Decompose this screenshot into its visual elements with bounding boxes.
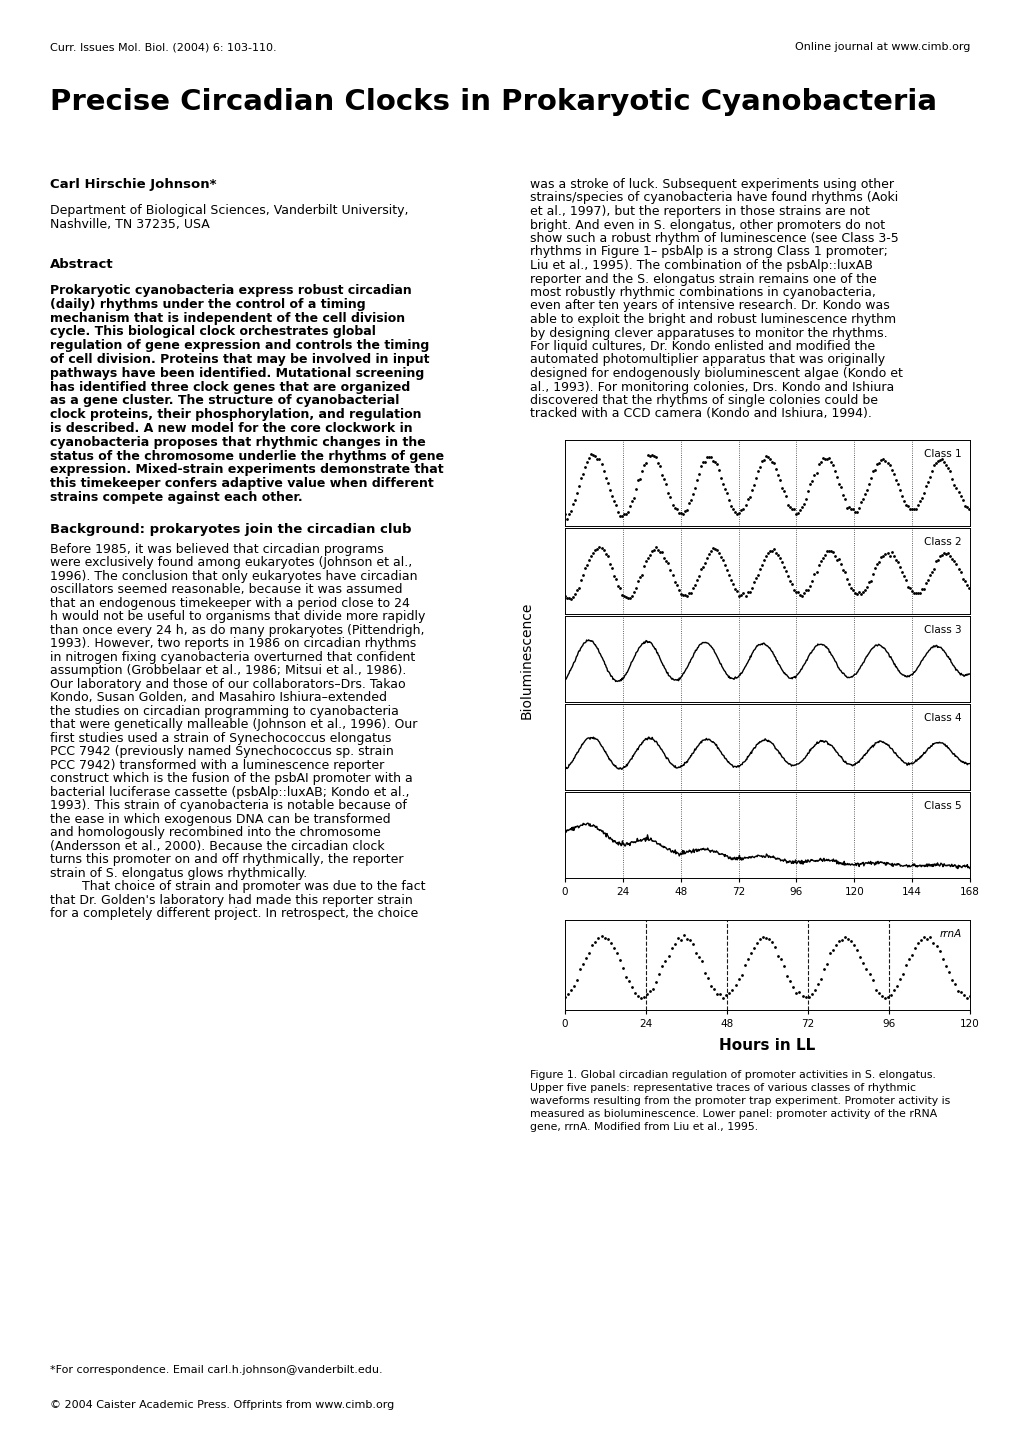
Text: bacterial luciferase cassette (psbAlp::luxAB; Kondo et al.,: bacterial luciferase cassette (psbAlp::l…	[50, 786, 409, 799]
Text: most robustly rhythmic combinations in cyanobacteria,: most robustly rhythmic combinations in c…	[530, 286, 875, 299]
Text: That choice of strain and promoter was due to the fact: That choice of strain and promoter was d…	[50, 880, 425, 893]
Text: Department of Biological Sciences, Vanderbilt University,: Department of Biological Sciences, Vande…	[50, 203, 408, 216]
Text: Figure 1. Global circadian regulation of promoter activities in S. elongatus.: Figure 1. Global circadian regulation of…	[530, 1071, 935, 1079]
Text: measured as bioluminescence. Lower panel: promoter activity of the rRNA: measured as bioluminescence. Lower panel…	[530, 1110, 936, 1118]
Text: regulation of gene expression and controls the timing: regulation of gene expression and contro…	[50, 339, 429, 352]
Text: is described. A new model for the core clockwork in: is described. A new model for the core c…	[50, 421, 413, 434]
Text: were exclusively found among eukaryotes (Johnson et al.,: were exclusively found among eukaryotes …	[50, 557, 412, 570]
Text: mechanism that is independent of the cell division: mechanism that is independent of the cel…	[50, 312, 405, 325]
Text: strains compete against each other.: strains compete against each other.	[50, 491, 303, 504]
Text: oscillators seemed reasonable, because it was assumed: oscillators seemed reasonable, because i…	[50, 583, 403, 596]
Text: Online journal at www.cimb.org: Online journal at www.cimb.org	[794, 42, 969, 52]
Text: gene, rrnA. Modified from Liu et al., 1995.: gene, rrnA. Modified from Liu et al., 19…	[530, 1123, 757, 1131]
Text: clock proteins, their phosphorylation, and regulation: clock proteins, their phosphorylation, a…	[50, 408, 421, 421]
Text: tracked with a CCD camera (Kondo and Ishiura, 1994).: tracked with a CCD camera (Kondo and Ish…	[530, 407, 871, 420]
Text: Precise Circadian Clocks in Prokaryotic Cyanobacteria: Precise Circadian Clocks in Prokaryotic …	[50, 88, 936, 115]
Text: has identified three clock genes that are organized: has identified three clock genes that ar…	[50, 381, 410, 394]
Text: and homologously recombined into the chromosome: and homologously recombined into the chr…	[50, 827, 380, 840]
Text: Class 2: Class 2	[923, 537, 961, 547]
Text: © 2004 Caister Academic Press. Offprints from www.cimb.org: © 2004 Caister Academic Press. Offprints…	[50, 1400, 394, 1410]
Text: 1993). This strain of cyanobacteria is notable because of: 1993). This strain of cyanobacteria is n…	[50, 799, 407, 812]
Text: Upper five panels: representative traces of various classes of rhythmic: Upper five panels: representative traces…	[530, 1084, 915, 1092]
Text: PCC 7942 (previously named Synechococcus sp. strain: PCC 7942 (previously named Synechococcus…	[50, 745, 393, 759]
Text: even after ten years of intensive research. Dr. Kondo was: even after ten years of intensive resear…	[530, 300, 889, 313]
Text: turns this promoter on and off rhythmically, the reporter: turns this promoter on and off rhythmica…	[50, 853, 404, 866]
Text: rrnA: rrnA	[938, 929, 961, 939]
Text: for a completely different project. In retrospect, the choice: for a completely different project. In r…	[50, 908, 418, 921]
Text: Hours in LL: Hours in LL	[718, 1038, 815, 1053]
Text: strain of S. elongatus glows rhythmically.: strain of S. elongatus glows rhythmicall…	[50, 867, 307, 880]
Text: Prokaryotic cyanobacteria express robust circadian: Prokaryotic cyanobacteria express robust…	[50, 284, 412, 297]
Text: al., 1993). For monitoring colonies, Drs. Kondo and Ishiura: al., 1993). For monitoring colonies, Drs…	[530, 381, 894, 394]
Text: first studies used a strain of Synechococcus elongatus: first studies used a strain of Synechoco…	[50, 732, 391, 745]
Text: the ease in which exogenous DNA can be transformed: the ease in which exogenous DNA can be t…	[50, 812, 390, 825]
Text: this timekeeper confers adaptive value when different: this timekeeper confers adaptive value w…	[50, 478, 433, 491]
Text: automated photomultiplier apparatus that was originally: automated photomultiplier apparatus that…	[530, 354, 884, 367]
Text: Nashville, TN 37235, USA: Nashville, TN 37235, USA	[50, 218, 210, 231]
Text: discovered that the rhythms of single colonies could be: discovered that the rhythms of single co…	[530, 394, 877, 407]
Text: show such a robust rhythm of luminescence (see Class 3-5: show such a robust rhythm of luminescenc…	[530, 232, 898, 245]
Text: construct which is the fusion of the psbAI promoter with a: construct which is the fusion of the psb…	[50, 772, 413, 785]
Text: strains/species of cyanobacteria have found rhythms (Aoki: strains/species of cyanobacteria have fo…	[530, 192, 898, 205]
Text: PCC 7942) transformed with a luminescence reporter: PCC 7942) transformed with a luminescenc…	[50, 759, 384, 772]
Text: designed for endogenously bioluminescent algae (Kondo et: designed for endogenously bioluminescent…	[530, 367, 902, 380]
Text: expression. Mixed-strain experiments demonstrate that: expression. Mixed-strain experiments dem…	[50, 463, 443, 476]
Text: 1993). However, two reports in 1986 on circadian rhythms: 1993). However, two reports in 1986 on c…	[50, 638, 416, 651]
Text: as a gene cluster. The structure of cyanobacterial: as a gene cluster. The structure of cyan…	[50, 394, 399, 407]
Text: 1996). The conclusion that only eukaryotes have circadian: 1996). The conclusion that only eukaryot…	[50, 570, 417, 583]
Text: rhythms in Figure 1– psbAlp is a strong Class 1 promoter;: rhythms in Figure 1– psbAlp is a strong …	[530, 245, 887, 258]
Text: et al., 1997), but the reporters in those strains are not: et al., 1997), but the reporters in thos…	[530, 205, 869, 218]
Text: Abstract: Abstract	[50, 258, 113, 271]
Text: assumption (Grobbelaar et al., 1986; Mitsui et al., 1986).: assumption (Grobbelaar et al., 1986; Mit…	[50, 664, 406, 677]
Text: status of the chromosome underlie the rhythms of gene: status of the chromosome underlie the rh…	[50, 450, 443, 463]
Text: that were genetically malleable (Johnson et al., 1996). Our: that were genetically malleable (Johnson…	[50, 719, 417, 732]
Text: than once every 24 h, as do many prokaryotes (Pittendrigh,: than once every 24 h, as do many prokary…	[50, 623, 424, 636]
Text: Kondo, Susan Golden, and Masahiro Ishiura–extended: Kondo, Susan Golden, and Masahiro Ishiur…	[50, 691, 386, 704]
Text: (daily) rhythms under the control of a timing: (daily) rhythms under the control of a t…	[50, 297, 365, 310]
Text: Class 1: Class 1	[923, 449, 961, 459]
Text: Background: prokaryotes join the circadian club: Background: prokaryotes join the circadi…	[50, 522, 411, 535]
Text: able to exploit the bright and robust luminescence rhythm: able to exploit the bright and robust lu…	[530, 313, 896, 326]
Text: of cell division. Proteins that may be involved in input: of cell division. Proteins that may be i…	[50, 354, 429, 367]
Text: that an endogenous timekeeper with a period close to 24: that an endogenous timekeeper with a per…	[50, 597, 410, 610]
Text: Curr. Issues Mol. Biol. (2004) 6: 103-110.: Curr. Issues Mol. Biol. (2004) 6: 103-11…	[50, 42, 276, 52]
Text: reporter and the S. elongatus strain remains one of the: reporter and the S. elongatus strain rem…	[530, 273, 876, 286]
Text: (Andersson et al., 2000). Because the circadian clock: (Andersson et al., 2000). Because the ci…	[50, 840, 384, 853]
Text: cyanobacteria proposes that rhythmic changes in the: cyanobacteria proposes that rhythmic cha…	[50, 436, 425, 449]
Text: Bioluminescence: Bioluminescence	[520, 602, 534, 719]
Text: Before 1985, it was believed that circadian programs: Before 1985, it was believed that circad…	[50, 543, 383, 556]
Text: For liquid cultures, Dr. Kondo enlisted and modified the: For liquid cultures, Dr. Kondo enlisted …	[530, 341, 874, 354]
Text: Liu et al., 1995). The combination of the psbAlp::luxAB: Liu et al., 1995). The combination of th…	[530, 258, 872, 271]
Text: pathways have been identified. Mutational screening: pathways have been identified. Mutationa…	[50, 367, 424, 380]
Text: Our laboratory and those of our collaborators–Drs. Takao: Our laboratory and those of our collabor…	[50, 678, 406, 691]
Text: Class 5: Class 5	[923, 801, 961, 811]
Text: cycle. This biological clock orchestrates global: cycle. This biological clock orchestrate…	[50, 326, 376, 339]
Text: Class 3: Class 3	[923, 625, 961, 635]
Text: h would not be useful to organisms that divide more rapidly: h would not be useful to organisms that …	[50, 610, 425, 623]
Text: the studies on circadian programming to cyanobacteria: the studies on circadian programming to …	[50, 704, 398, 717]
Text: in nitrogen fixing cyanobacteria overturned that confident: in nitrogen fixing cyanobacteria overtur…	[50, 651, 415, 664]
Text: by designing clever apparatuses to monitor the rhythms.: by designing clever apparatuses to monit…	[530, 326, 887, 339]
Text: was a stroke of luck. Subsequent experiments using other: was a stroke of luck. Subsequent experim…	[530, 177, 893, 190]
Text: bright. And even in S. elongatus, other promoters do not: bright. And even in S. elongatus, other …	[530, 218, 884, 231]
Text: that Dr. Golden's laboratory had made this reporter strain: that Dr. Golden's laboratory had made th…	[50, 893, 413, 906]
Text: Class 4: Class 4	[923, 713, 961, 723]
Text: Carl Hirschie Johnson*: Carl Hirschie Johnson*	[50, 177, 216, 190]
Text: waveforms resulting from the promoter trap experiment. Promoter activity is: waveforms resulting from the promoter tr…	[530, 1097, 950, 1105]
Text: *For correspondence. Email carl.h.johnson@vanderbilt.edu.: *For correspondence. Email carl.h.johnso…	[50, 1365, 382, 1375]
